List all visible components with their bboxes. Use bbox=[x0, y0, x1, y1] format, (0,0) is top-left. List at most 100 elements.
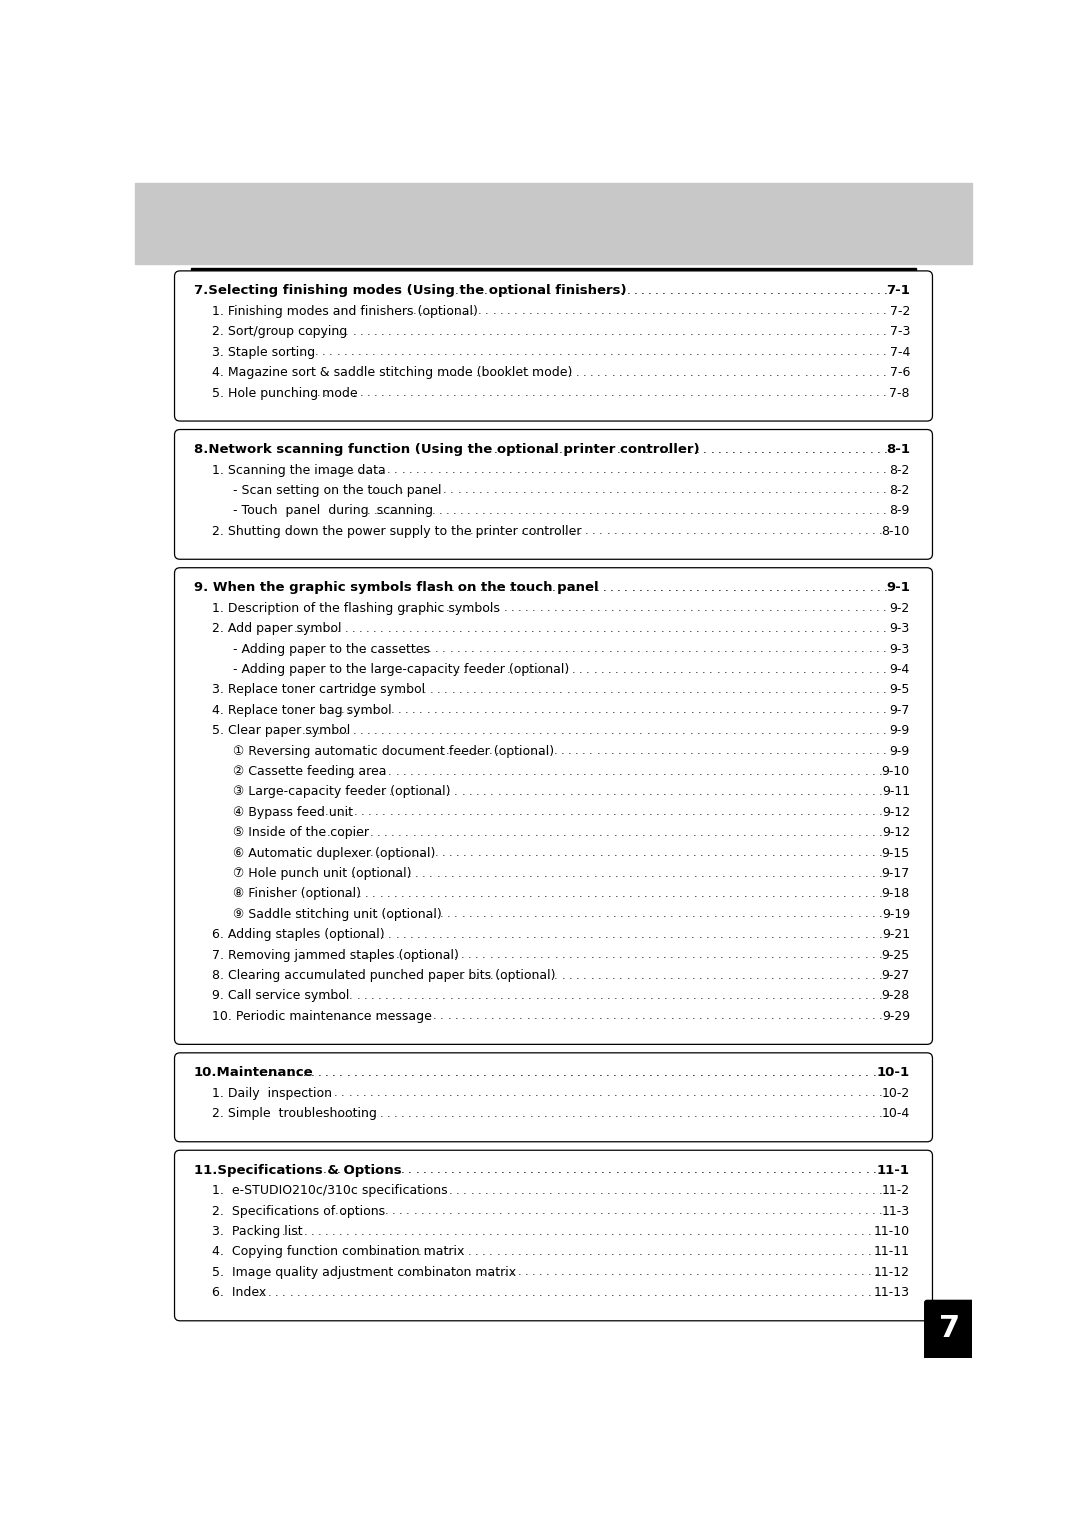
Text: .: . bbox=[805, 726, 808, 736]
Text: .: . bbox=[600, 890, 604, 899]
Text: .: . bbox=[575, 327, 578, 337]
Text: .: . bbox=[675, 603, 679, 613]
Text: .: . bbox=[745, 307, 750, 316]
Text: .: . bbox=[843, 1088, 847, 1099]
Text: .: . bbox=[850, 1088, 854, 1099]
Text: .: . bbox=[814, 929, 818, 940]
Text: .: . bbox=[610, 624, 613, 633]
Text: .: . bbox=[721, 890, 726, 899]
Text: .: . bbox=[338, 388, 341, 398]
Text: .: . bbox=[465, 890, 469, 899]
Text: .: . bbox=[861, 1227, 864, 1236]
Text: .: . bbox=[481, 465, 484, 475]
Text: .: . bbox=[553, 1268, 557, 1277]
Text: .: . bbox=[565, 890, 568, 899]
Text: .: . bbox=[829, 1109, 833, 1119]
Text: .: . bbox=[727, 971, 731, 981]
Text: .: . bbox=[676, 284, 680, 298]
Text: .: . bbox=[428, 990, 432, 1001]
Text: .: . bbox=[562, 951, 565, 960]
Text: .: . bbox=[672, 868, 675, 879]
Text: .: . bbox=[822, 1067, 825, 1079]
Text: .: . bbox=[760, 644, 764, 655]
Text: .: . bbox=[639, 327, 643, 337]
Text: .: . bbox=[572, 644, 576, 655]
Text: .: . bbox=[462, 284, 465, 298]
Text: .: . bbox=[444, 685, 448, 694]
Text: .: . bbox=[613, 848, 618, 858]
Text: .: . bbox=[324, 726, 327, 736]
Text: .: . bbox=[507, 526, 510, 536]
Text: .: . bbox=[513, 827, 516, 838]
Text: .: . bbox=[684, 971, 688, 981]
Text: .: . bbox=[842, 971, 847, 981]
Text: .: . bbox=[504, 787, 508, 797]
Text: .: . bbox=[754, 746, 757, 757]
Text: .: . bbox=[431, 624, 434, 633]
Text: .: . bbox=[352, 726, 356, 736]
Text: .: . bbox=[490, 787, 494, 797]
Text: .: . bbox=[454, 909, 458, 919]
Text: .: . bbox=[357, 1109, 362, 1119]
Text: .: . bbox=[861, 307, 865, 316]
Text: .: . bbox=[607, 1186, 610, 1196]
Text: .: . bbox=[858, 971, 861, 981]
Text: .: . bbox=[808, 1067, 811, 1079]
Text: .: . bbox=[760, 307, 764, 316]
Text: .: . bbox=[848, 705, 851, 716]
Text: .: . bbox=[858, 890, 861, 899]
Text: .: . bbox=[797, 603, 800, 613]
Text: .: . bbox=[697, 726, 700, 736]
Text: .: . bbox=[876, 485, 879, 496]
Text: .: . bbox=[351, 465, 354, 475]
Text: .: . bbox=[569, 787, 572, 797]
Text: .: . bbox=[431, 929, 435, 940]
Text: .: . bbox=[352, 388, 356, 398]
Text: .: . bbox=[538, 465, 541, 475]
Text: .: . bbox=[426, 909, 429, 919]
Text: .: . bbox=[537, 890, 540, 899]
Text: .: . bbox=[869, 443, 873, 456]
Text: .: . bbox=[594, 485, 598, 496]
Text: .: . bbox=[649, 1186, 653, 1196]
Text: .: . bbox=[789, 581, 794, 594]
Text: .: . bbox=[382, 807, 386, 818]
Text: .: . bbox=[760, 685, 765, 694]
Text: .: . bbox=[399, 644, 403, 655]
Text: .: . bbox=[646, 624, 649, 633]
Text: .: . bbox=[634, 807, 637, 818]
Text: .: . bbox=[863, 284, 866, 298]
Text: .: . bbox=[833, 348, 836, 357]
Text: .: . bbox=[342, 990, 346, 1001]
Text: .: . bbox=[702, 664, 705, 674]
Text: .: . bbox=[302, 726, 306, 736]
Text: .: . bbox=[539, 1247, 543, 1257]
Text: .: . bbox=[318, 1227, 321, 1236]
Text: .: . bbox=[522, 644, 525, 655]
Text: .: . bbox=[786, 1109, 789, 1119]
Text: .: . bbox=[586, 1163, 591, 1177]
Text: .: . bbox=[596, 1227, 599, 1236]
Text: .: . bbox=[515, 1109, 518, 1119]
Text: .: . bbox=[818, 485, 822, 496]
Text: .: . bbox=[854, 603, 858, 613]
Text: .: . bbox=[681, 443, 685, 456]
Text: .: . bbox=[755, 284, 759, 298]
Text: .: . bbox=[516, 465, 519, 475]
Text: .: . bbox=[725, 1288, 729, 1297]
Text: .: . bbox=[531, 746, 536, 757]
Text: .: . bbox=[595, 443, 598, 456]
Text: .: . bbox=[876, 507, 879, 516]
Text: .: . bbox=[389, 1247, 393, 1257]
Text: .: . bbox=[649, 1067, 652, 1079]
Text: .: . bbox=[706, 1088, 711, 1099]
Text: .: . bbox=[488, 465, 491, 475]
Text: .: . bbox=[721, 1206, 725, 1216]
Text: .: . bbox=[524, 465, 527, 475]
Text: .: . bbox=[819, 581, 823, 594]
Text: .: . bbox=[604, 746, 607, 757]
Text: .: . bbox=[282, 1288, 286, 1297]
Text: .: . bbox=[526, 284, 530, 298]
Text: .: . bbox=[793, 868, 797, 879]
Text: .: . bbox=[862, 705, 865, 716]
